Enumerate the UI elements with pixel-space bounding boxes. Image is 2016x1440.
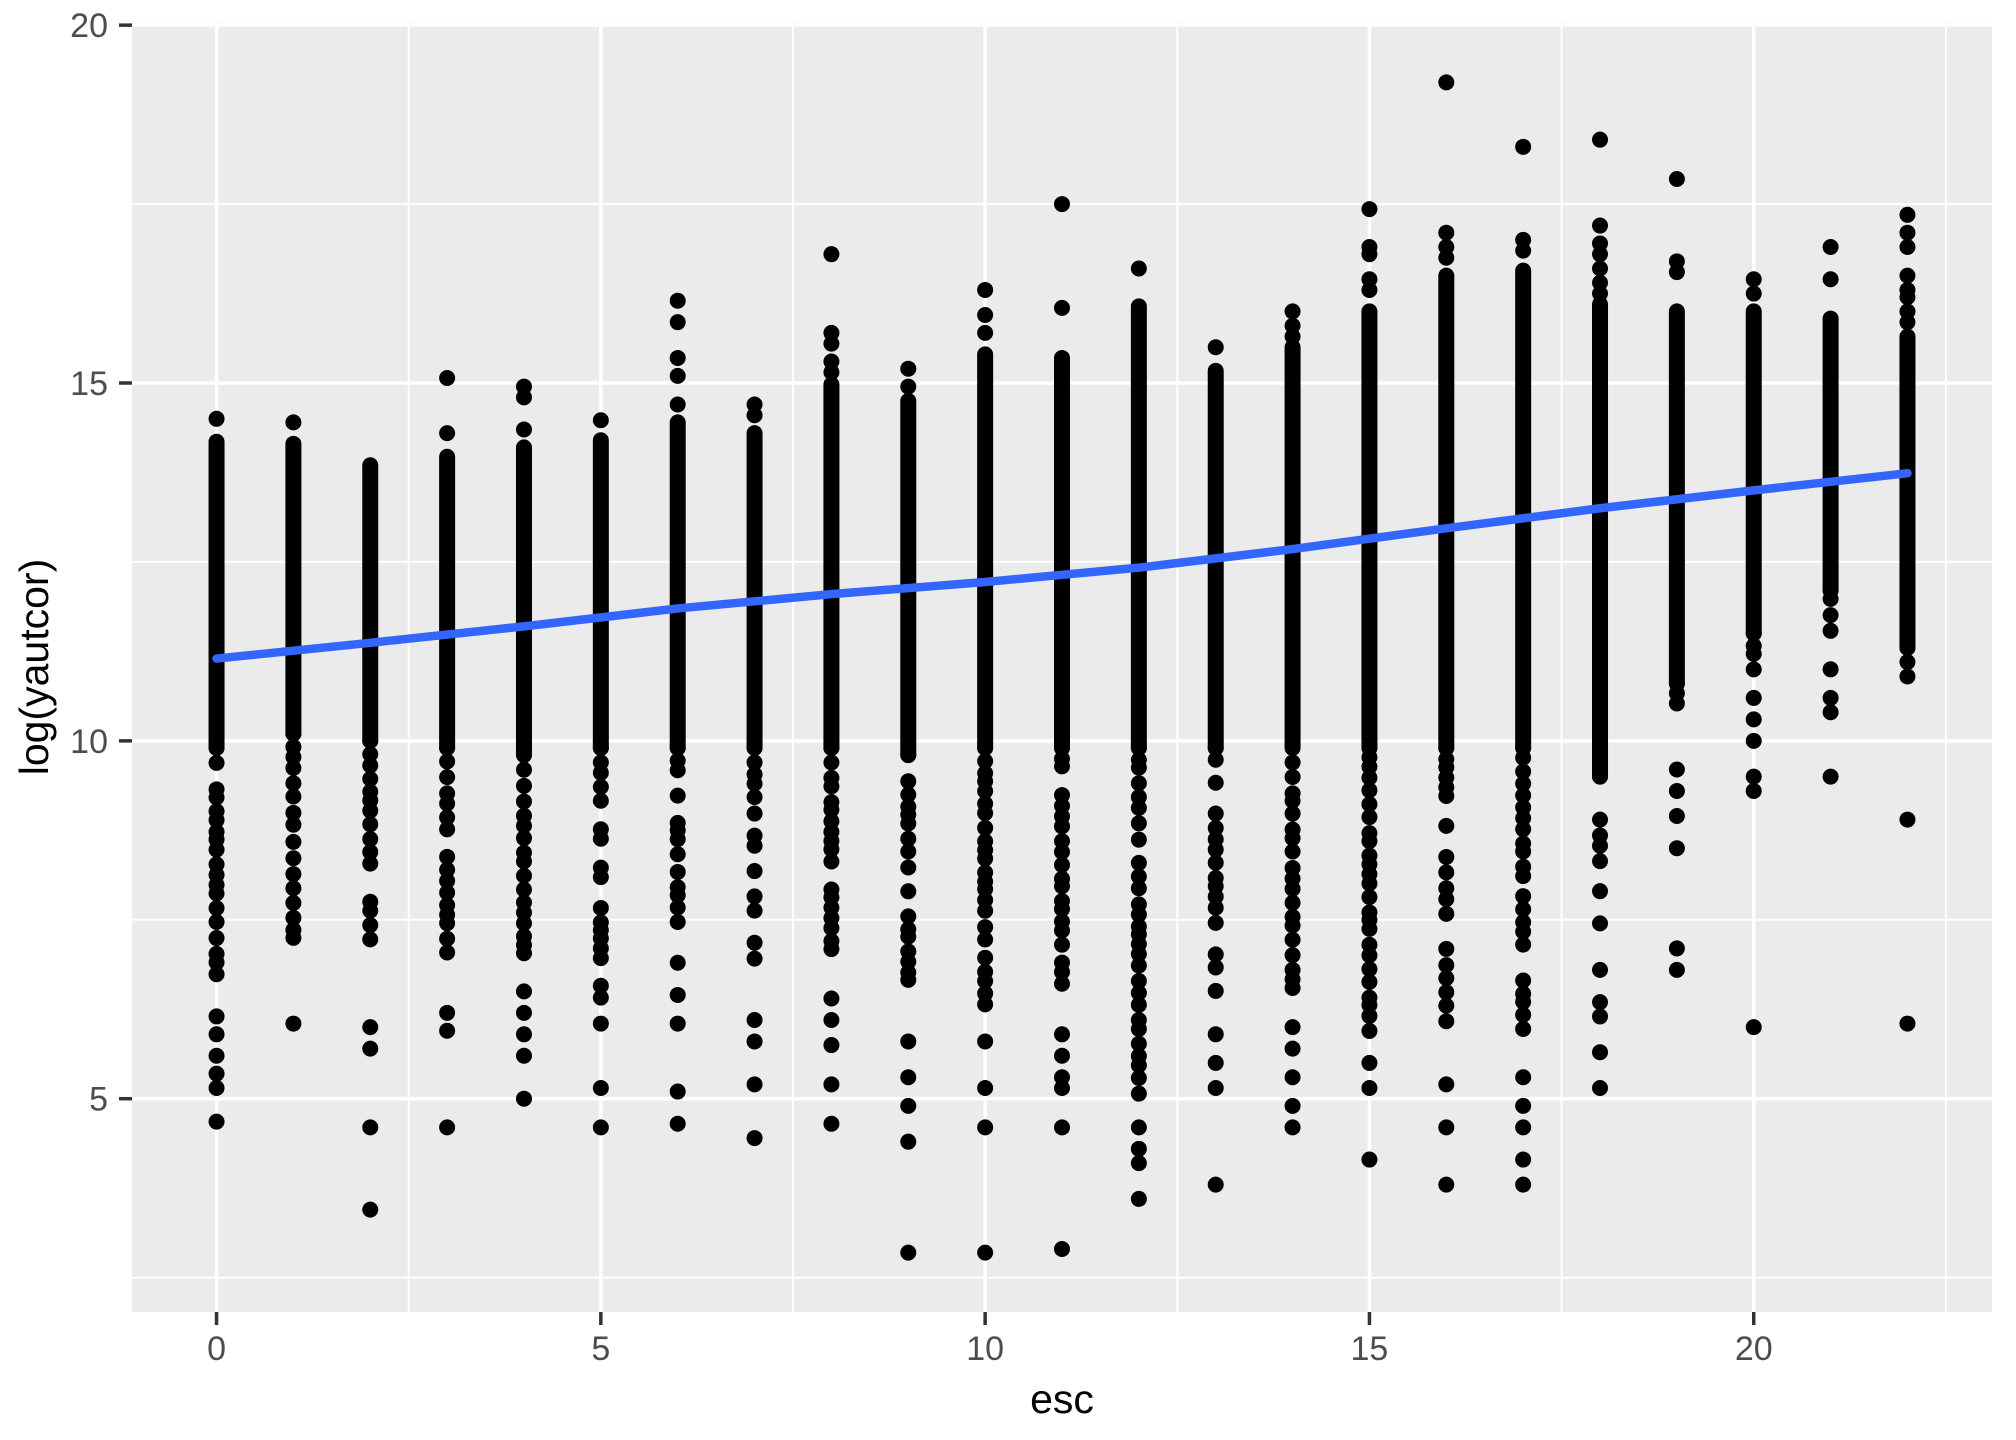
point-column [515,378,532,1107]
point-column [1054,196,1070,1258]
x-tick-label: 20 [1735,1330,1773,1368]
point-column [669,292,686,1132]
y-axis-title: log(yautcor) [11,559,57,775]
x-tick-label: 10 [966,1330,1004,1368]
point-column [1130,260,1147,1207]
y-tick-label: 10 [70,723,108,761]
point-column [1745,271,1762,1036]
point-column [823,246,840,1132]
y-tick-label: 15 [70,365,108,403]
x-tick-label: 5 [591,1330,610,1368]
x-tick-label: 0 [207,1330,226,1368]
point-column [439,369,456,1136]
point-column [1592,131,1609,1096]
y-tick-label: 20 [70,7,108,45]
point-column [285,414,302,1032]
y-axis-tick-labels: 5 10 15 20 [70,7,108,1119]
x-axis-title: esc [1030,1376,1094,1422]
point-column [208,410,225,1130]
point-column [362,457,379,1218]
point-column [1899,206,1916,1032]
point-column [1361,201,1378,1168]
point-column [977,281,994,1261]
data-points [208,74,1916,1261]
point-column [1438,74,1455,1193]
point-column [900,360,917,1261]
x-axis-tick-labels: 0 5 10 15 20 [207,1330,1773,1368]
y-axis-tick-marks [119,23,132,1101]
x-tick-label: 15 [1351,1330,1389,1368]
point-column [1822,239,1839,785]
point-column [746,396,763,1147]
smooth-trend-line [212,468,1912,663]
x-axis-tick-marks [214,1312,1756,1325]
point-column [1515,138,1532,1193]
y-tick-label: 5 [89,1081,108,1119]
point-column [592,412,609,1136]
